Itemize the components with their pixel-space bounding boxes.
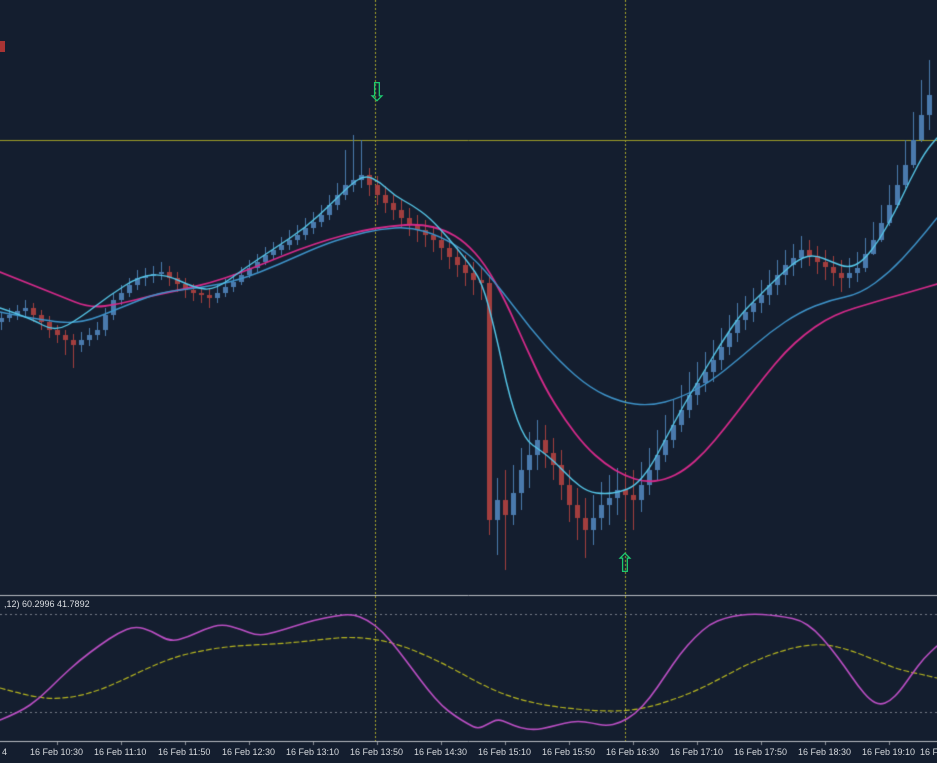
time-axis[interactable]: 4 16 Feb 10:30 16 Feb 11:10 16 Feb 11:50 16 … xyxy=(0,742,937,763)
time-axis-label: 16 Feb 17:10 xyxy=(670,747,724,757)
time-axis-label: 16 Feb 19:10 xyxy=(862,747,916,757)
time-axis-label: 16 Feb 15:10 xyxy=(478,747,532,757)
time-axis-label: 16 Feb 17:50 xyxy=(734,747,788,757)
time-axis-label: 16 Feb 12:30 xyxy=(222,747,276,757)
time-axis-label: 16 Feb 10:30 xyxy=(30,747,84,757)
time-axis-label: 16 Feb 13:50 xyxy=(350,747,404,757)
time-axis-label: 16 Feb 13:10 xyxy=(286,747,340,757)
time-axis-label: 16 Feb 11:50 xyxy=(158,747,211,757)
time-axis-label: 16 Feb 16:30 xyxy=(606,747,660,757)
sell-signal-arrow-icon[interactable]: ⇩ xyxy=(366,78,388,108)
indicator-value-label: ,12) 60.2996 41.7892 xyxy=(4,599,90,609)
time-axis-label: 4 xyxy=(2,747,8,757)
time-axis-label: 16 Feb 18:30 xyxy=(798,747,852,757)
time-axis-label: 16 Feb 11:10 xyxy=(94,747,147,757)
time-axis-label: 16 Feb 14:30 xyxy=(414,747,468,757)
buy-signal-arrow-icon[interactable]: ⇧ xyxy=(614,549,636,579)
time-axis-label: 16 Feb xyxy=(920,747,937,757)
time-axis-label: 16 Feb 15:50 xyxy=(542,747,596,757)
chart-object-fragment xyxy=(0,41,5,52)
